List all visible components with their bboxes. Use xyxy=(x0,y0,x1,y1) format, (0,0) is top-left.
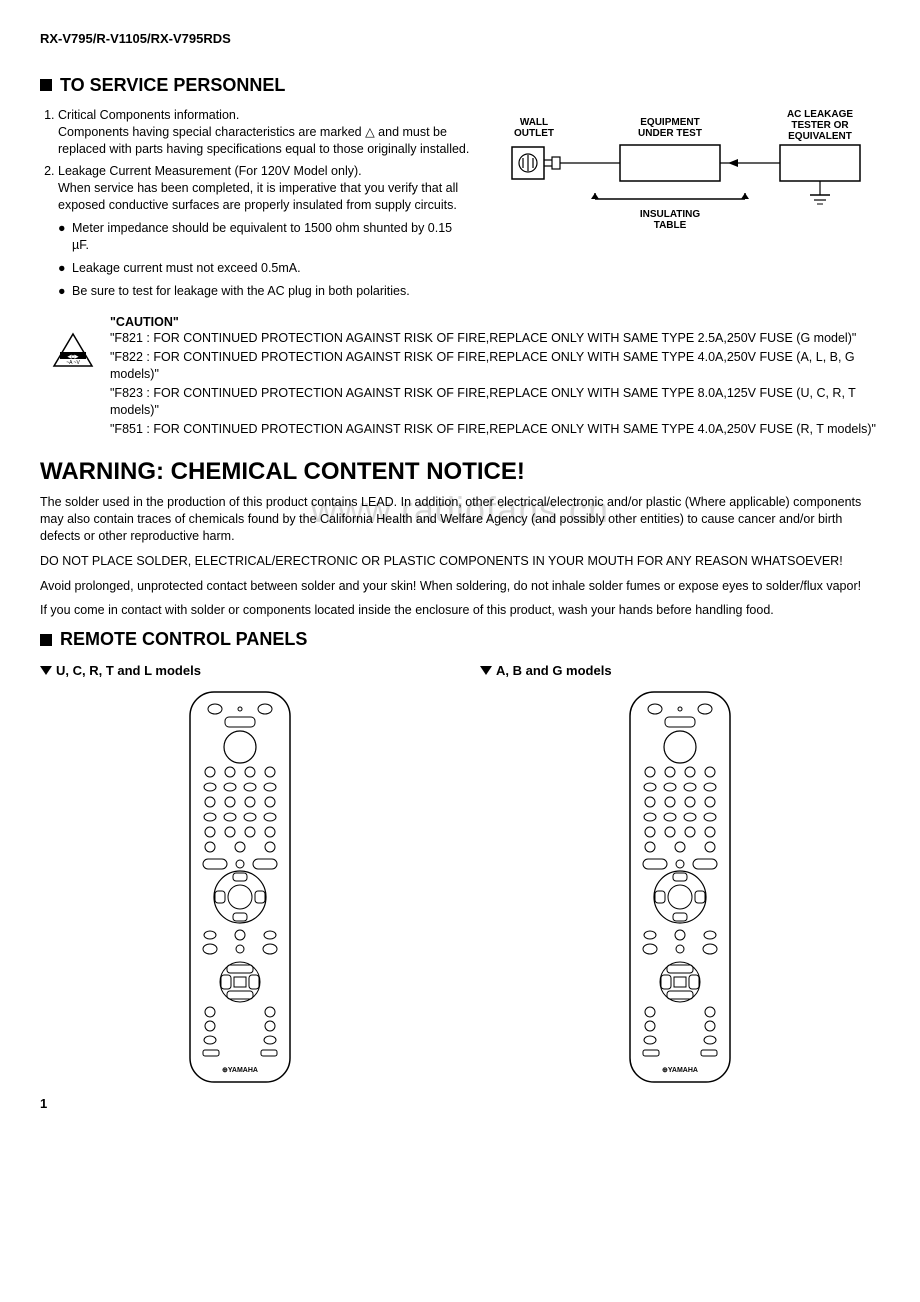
bullet-item: Leakage current must not exceed 0.5mA. xyxy=(58,260,470,277)
leakage-test-diagram: WALLOUTLET EQUIPMENTUNDER TEST AC LEAKAG… xyxy=(490,107,880,252)
warning-heading: WARNING: CHEMICAL CONTENT NOTICE! xyxy=(40,456,880,488)
bullet-item: Be sure to test for leakage with the AC … xyxy=(58,283,470,300)
square-marker-icon xyxy=(40,79,52,91)
warning-triangle-icon: ◀■▶ ~A ~V xyxy=(52,332,94,368)
caution-title: "CAUTION" xyxy=(110,314,880,331)
remote-left-illustration: ⊕YAMAHA xyxy=(185,687,295,1087)
equipment-label: EQUIPMENTUNDER TEST xyxy=(638,117,702,139)
brand-label: ⊕YAMAHA xyxy=(222,1067,258,1074)
remote-left-label: U, C, R, T and L models xyxy=(40,662,440,680)
remote-right-label: A, B and G models xyxy=(480,662,880,680)
warning-paragraph: DO NOT PLACE SOLDER, ELECTRICAL/ERECTRON… xyxy=(40,553,880,570)
fuse-line: "F821 : FOR CONTINUED PROTECTION AGAINST… xyxy=(110,330,880,347)
remote-left-text: U, C, R, T and L models xyxy=(56,662,201,680)
fuse-line: "F823 : FOR CONTINUED PROTECTION AGAINST… xyxy=(110,385,880,419)
item2-title: Leakage Current Measurement (For 120V Mo… xyxy=(58,164,362,178)
tester-label: AC LEAKAGETESTER OREQUIVALENT xyxy=(787,109,853,142)
service-section-title: TO SERVICE PERSONNEL xyxy=(40,73,880,97)
triangle-down-icon xyxy=(40,666,52,675)
remote-section-title: REMOTE CONTROL PANELS xyxy=(40,627,880,651)
page-number: 1 xyxy=(40,1095,880,1113)
service-title-text: TO SERVICE PERSONNEL xyxy=(60,73,285,97)
fuse-line: "F822 : FOR CONTINUED PROTECTION AGAINST… xyxy=(110,349,880,383)
bullet-item: Meter impedance should be equivalent to … xyxy=(58,220,470,254)
fuse-line: "F851 : FOR CONTINUED PROTECTION AGAINST… xyxy=(110,421,880,438)
brand-label: ⊕YAMAHA xyxy=(662,1067,698,1074)
remote-title-text: REMOTE CONTROL PANELS xyxy=(60,627,307,651)
remote-right-text: A, B and G models xyxy=(496,662,612,680)
model-header: RX-V795/R-V1105/RX-V795RDS xyxy=(40,30,880,48)
list-item: Critical Components information. Compone… xyxy=(58,107,470,158)
list-item: Leakage Current Measurement (For 120V Mo… xyxy=(58,163,470,214)
warning-paragraph: Avoid prolonged, unprotected contact bet… xyxy=(40,578,880,595)
triangle-down-icon xyxy=(480,666,492,675)
remote-right-illustration: ⊕YAMAHA xyxy=(625,687,735,1087)
item1-body: Components having special characteristic… xyxy=(58,125,469,156)
wall-outlet-label: WALLOUTLET xyxy=(514,117,554,139)
item1-title: Critical Components information. xyxy=(58,108,239,122)
warning-paragraph: If you come in contact with solder or co… xyxy=(40,602,880,619)
warning-paragraph: The solder used in the production of thi… xyxy=(40,494,880,545)
item2-body: When service has been completed, it is i… xyxy=(58,181,458,212)
insulating-label: INSULATINGTABLE xyxy=(640,209,701,231)
square-marker-icon xyxy=(40,634,52,646)
svg-text:~A ~V: ~A ~V xyxy=(66,360,80,366)
